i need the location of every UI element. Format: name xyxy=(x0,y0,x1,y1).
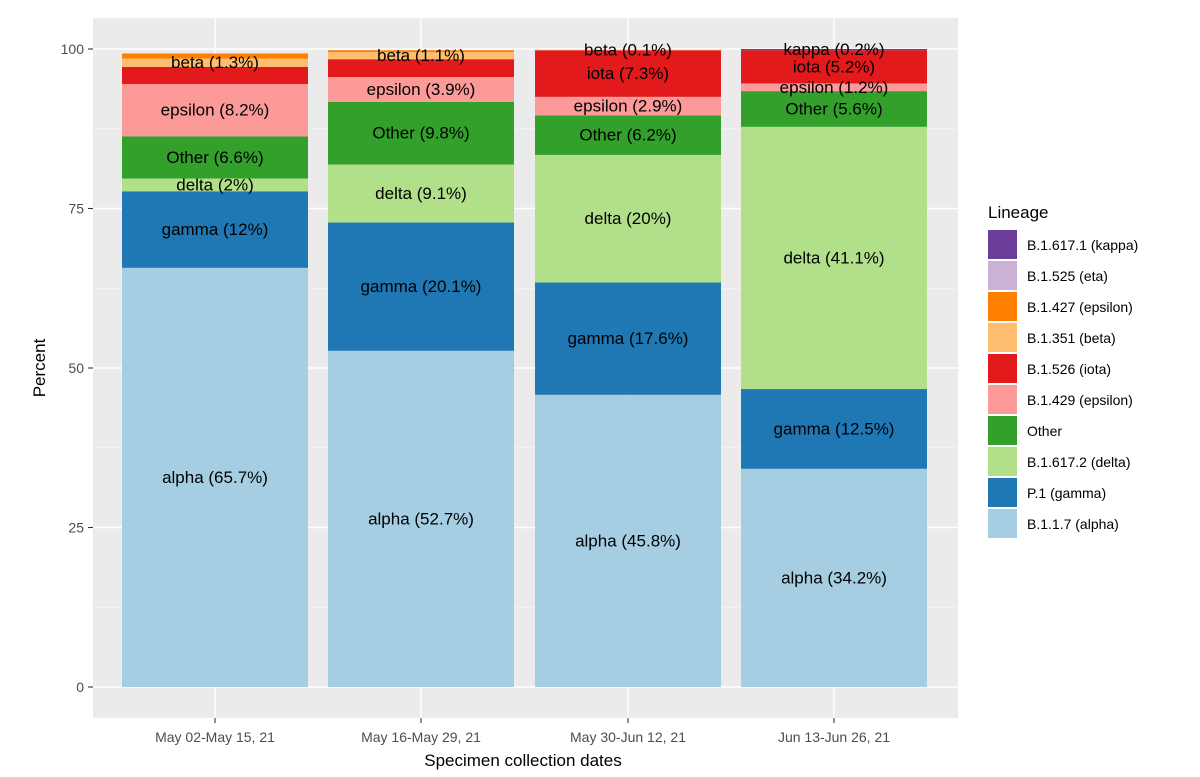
x-tick-label: May 02-May 15, 21 xyxy=(155,729,275,745)
bar-segment-epsilon xyxy=(328,50,514,53)
legend-label: B.1.351 (beta) xyxy=(1027,330,1116,346)
segment-label: beta (1.1%) xyxy=(377,46,465,65)
bar-segment-beta xyxy=(122,58,308,67)
segment-label: delta (20%) xyxy=(585,209,672,228)
legend-swatch xyxy=(988,292,1017,321)
bar-segment-alpha xyxy=(741,468,927,687)
legend-label: B.1.526 (iota) xyxy=(1027,361,1111,377)
legend-label: Other xyxy=(1027,423,1062,439)
segment-label: iota (5.2%) xyxy=(793,57,875,76)
legend-swatch xyxy=(988,261,1017,290)
segment-label: gamma (17.6%) xyxy=(568,329,689,348)
legend-swatch xyxy=(988,447,1017,476)
segment-label: delta (41.1%) xyxy=(783,248,884,267)
bar-segment-epsilon xyxy=(741,83,927,92)
bar-segment-alpha xyxy=(122,267,308,687)
bar-segment-epsilon xyxy=(122,84,308,137)
bar-segment-other xyxy=(328,101,514,165)
segment-label: delta (9.1%) xyxy=(375,184,467,203)
bar-segment-beta xyxy=(535,49,721,51)
legend-label: B.1.525 (eta) xyxy=(1027,268,1108,284)
segment-label: delta (2%) xyxy=(176,175,253,194)
bar-segment-alpha xyxy=(328,350,514,687)
segment-label: Other (6.2%) xyxy=(579,126,676,145)
segment-label: alpha (45.8%) xyxy=(575,531,681,550)
y-axis-title: Percent xyxy=(30,338,49,397)
legend-swatch xyxy=(988,416,1017,445)
legend: Lineage B.1.617.1 (kappa) B.1.525 (eta) B.… xyxy=(988,203,1138,538)
segment-label: gamma (12.5%) xyxy=(774,419,895,438)
legend-title: Lineage xyxy=(988,203,1049,222)
legend-label: B.1.1.7 (alpha) xyxy=(1027,516,1119,532)
segment-label: alpha (52.7%) xyxy=(368,509,474,528)
x-tick-label: May 16-May 29, 21 xyxy=(361,729,481,745)
segment-label: epsilon (2.9%) xyxy=(574,97,683,116)
segment-label: kappa (0.2%) xyxy=(783,40,884,59)
bar-segment-other xyxy=(122,136,308,179)
legend-swatch xyxy=(988,385,1017,414)
legend-swatch xyxy=(988,509,1017,538)
legend-label: P.1 (gamma) xyxy=(1027,485,1106,501)
x-tick-label: May 30-Jun 12, 21 xyxy=(570,729,686,745)
segment-label: gamma (20.1%) xyxy=(361,277,482,296)
segment-label: epsilon (8.2%) xyxy=(161,101,270,120)
legend-label: B.1.617.1 (kappa) xyxy=(1027,237,1138,253)
bar-segment-iota xyxy=(741,50,927,84)
x-axis: May 02-May 15, 21 May 16-May 29, 21 May 30… xyxy=(155,718,890,745)
bar-segment-gamma xyxy=(535,282,721,395)
segment-label: epsilon (3.9%) xyxy=(367,80,476,99)
bar-segment-iota xyxy=(122,66,308,85)
legend-swatch xyxy=(988,478,1017,507)
bar-segment-delta xyxy=(741,126,927,390)
bar-segment-delta xyxy=(328,164,514,223)
bar-segment-labels: alpha (65.7%) gamma (12%) delta (2%) Other … xyxy=(161,40,895,587)
bars xyxy=(122,49,927,687)
segment-label: alpha (65.7%) xyxy=(162,468,268,487)
segment-label: gamma (12%) xyxy=(162,220,269,239)
segment-label: Other (5.6%) xyxy=(785,99,882,118)
bar-segment-gamma xyxy=(122,191,308,268)
segment-label: alpha (34.2%) xyxy=(781,568,887,587)
bar-segment-other xyxy=(741,91,927,127)
y-tick-label: 0 xyxy=(76,679,84,695)
bar-segment-delta xyxy=(535,154,721,283)
segment-label: Other (9.8%) xyxy=(372,124,469,143)
x-axis-title: Specimen collection dates xyxy=(424,751,622,770)
segment-label: epsilon (1.2%) xyxy=(780,78,889,97)
y-tick-label: 100 xyxy=(61,41,85,57)
segment-label: Other (6.6%) xyxy=(166,148,263,167)
x-tick-label: Jun 13-Jun 26, 21 xyxy=(778,729,890,745)
legend-swatch xyxy=(988,230,1017,259)
segment-label: iota (7.3%) xyxy=(587,64,669,83)
y-tick-label: 75 xyxy=(68,201,84,217)
bar-segment-other xyxy=(535,115,721,155)
bar-segment-iota xyxy=(535,50,721,97)
bar-segment-gamma xyxy=(328,222,514,351)
bar-segment-kappa xyxy=(741,49,927,51)
segment-label: beta (1.3%) xyxy=(171,53,259,72)
y-axis: 0 25 50 75 100 xyxy=(61,41,93,695)
legend-swatch xyxy=(988,354,1017,383)
bar-segment-epsilon xyxy=(122,53,308,59)
bar-segment-beta xyxy=(328,52,514,60)
bar-segment-alpha xyxy=(535,394,721,687)
y-tick-label: 25 xyxy=(68,520,84,536)
legend-swatch xyxy=(988,323,1017,352)
bar-segment-gamma xyxy=(741,389,927,469)
bar-segment-epsilon xyxy=(535,96,721,116)
legend-label: B.1.429 (epsilon) xyxy=(1027,392,1133,408)
bar-segment-iota xyxy=(328,59,514,78)
bar-segment-delta xyxy=(122,178,308,192)
y-tick-label: 50 xyxy=(68,360,84,376)
legend-label: B.1.427 (epsilon) xyxy=(1027,299,1133,315)
bar-segment-epsilon xyxy=(328,77,514,102)
segment-label: beta (0.1%) xyxy=(584,40,672,59)
legend-label: B.1.617.2 (delta) xyxy=(1027,454,1131,470)
